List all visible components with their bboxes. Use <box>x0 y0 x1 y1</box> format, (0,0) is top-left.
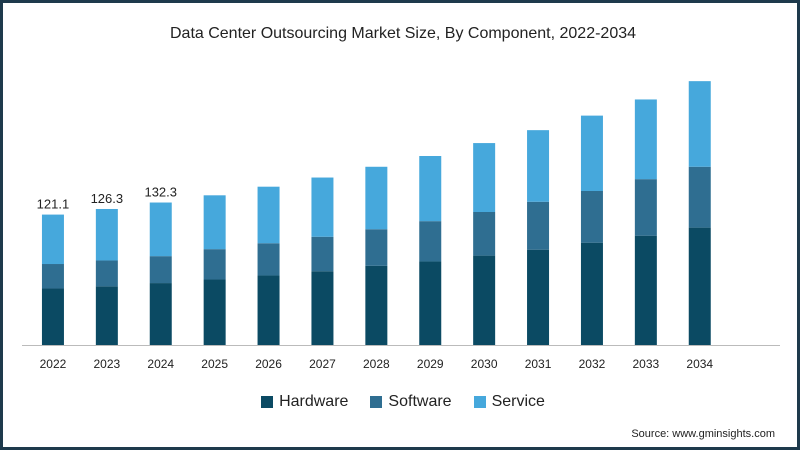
bar-service-2030 <box>473 143 496 212</box>
bar-hardware-2025 <box>203 279 226 345</box>
bar-hardware-2032 <box>580 242 603 345</box>
x-tick-label-2026: 2026 <box>255 357 282 371</box>
bar-service-2027 <box>311 177 334 237</box>
x-tick-label-2027: 2027 <box>309 357 336 371</box>
bar-hardware-2031 <box>527 249 550 345</box>
total-label-2023: 126.3 <box>91 191 124 206</box>
bar-service-2025 <box>203 195 226 250</box>
legend-item-software: Software <box>370 393 452 411</box>
x-tick-label-2029: 2029 <box>417 357 444 371</box>
bar-software-2025 <box>203 249 226 280</box>
x-tick-label-2030: 2030 <box>471 357 498 371</box>
bar-software-2028 <box>365 229 388 266</box>
legend-item-hardware: Hardware <box>261 393 348 411</box>
x-tick-label-2033: 2033 <box>632 357 659 371</box>
total-label-2024: 132.3 <box>144 185 177 200</box>
bar-software-2022 <box>41 264 64 289</box>
x-tick-label-2031: 2031 <box>525 357 552 371</box>
bar-service-2032 <box>580 115 603 191</box>
total-label-2022: 121.1 <box>37 197 70 212</box>
x-tick-label-2032: 2032 <box>579 357 606 371</box>
bar-software-2029 <box>419 221 442 262</box>
bar-service-2023 <box>95 208 118 261</box>
x-tick-label-2028: 2028 <box>363 357 390 371</box>
bar-hardware-2027 <box>311 271 334 345</box>
bar-software-2023 <box>95 260 118 287</box>
legend-label-software: Software <box>388 393 452 410</box>
bar-service-2031 <box>527 130 550 202</box>
bar-hardware-2030 <box>473 255 496 345</box>
bar-hardware-2026 <box>257 275 280 345</box>
bar-service-2029 <box>419 156 442 222</box>
source-note: Source: www.gminsights.com <box>631 428 775 440</box>
bar-service-2022 <box>41 214 64 265</box>
bar-service-2034 <box>688 81 711 167</box>
bar-software-2027 <box>311 236 334 272</box>
x-tick-label-2024: 2024 <box>147 357 174 371</box>
bar-software-2026 <box>257 243 280 276</box>
bar-hardware-2029 <box>419 261 442 345</box>
bar-software-2033 <box>634 179 657 236</box>
bar-software-2031 <box>527 201 550 250</box>
bar-software-2032 <box>580 191 603 243</box>
x-tick-label-2034: 2034 <box>686 357 713 371</box>
chart-title: Data Center Outsourcing Market Size, By … <box>169 25 637 42</box>
legend-swatch-software <box>370 396 383 408</box>
bar-service-2028 <box>365 166 388 230</box>
bar-software-2030 <box>473 212 496 256</box>
chart-legend: Hardware Software Service <box>3 393 800 411</box>
x-tick-label-2022: 2022 <box>40 357 67 371</box>
bar-hardware-2033 <box>634 235 657 345</box>
legend-label-service: Service <box>491 393 545 410</box>
bar-hardware-2022 <box>41 288 64 345</box>
legend-swatch-service <box>473 396 486 408</box>
bar-service-2024 <box>149 202 172 257</box>
bar-hardware-2028 <box>365 265 388 345</box>
bar-software-2024 <box>149 256 172 284</box>
x-tick-label-2023: 2023 <box>93 357 120 371</box>
bar-software-2034 <box>688 166 711 228</box>
legend-swatch-hardware <box>261 396 274 408</box>
x-tick-label-2025: 2025 <box>201 357 228 371</box>
bar-service-2026 <box>257 186 280 244</box>
bar-hardware-2024 <box>149 283 172 345</box>
bar-service-2033 <box>634 99 657 180</box>
legend-label-hardware: Hardware <box>279 393 349 410</box>
bar-hardware-2034 <box>688 227 711 345</box>
legend-item-service: Service <box>473 393 545 411</box>
bar-hardware-2023 <box>95 286 118 345</box>
stacked-bar-chart: 121.1 2022 126.3 2023 132.3 2024 2025 2026 2027 2… <box>22 81 780 371</box>
